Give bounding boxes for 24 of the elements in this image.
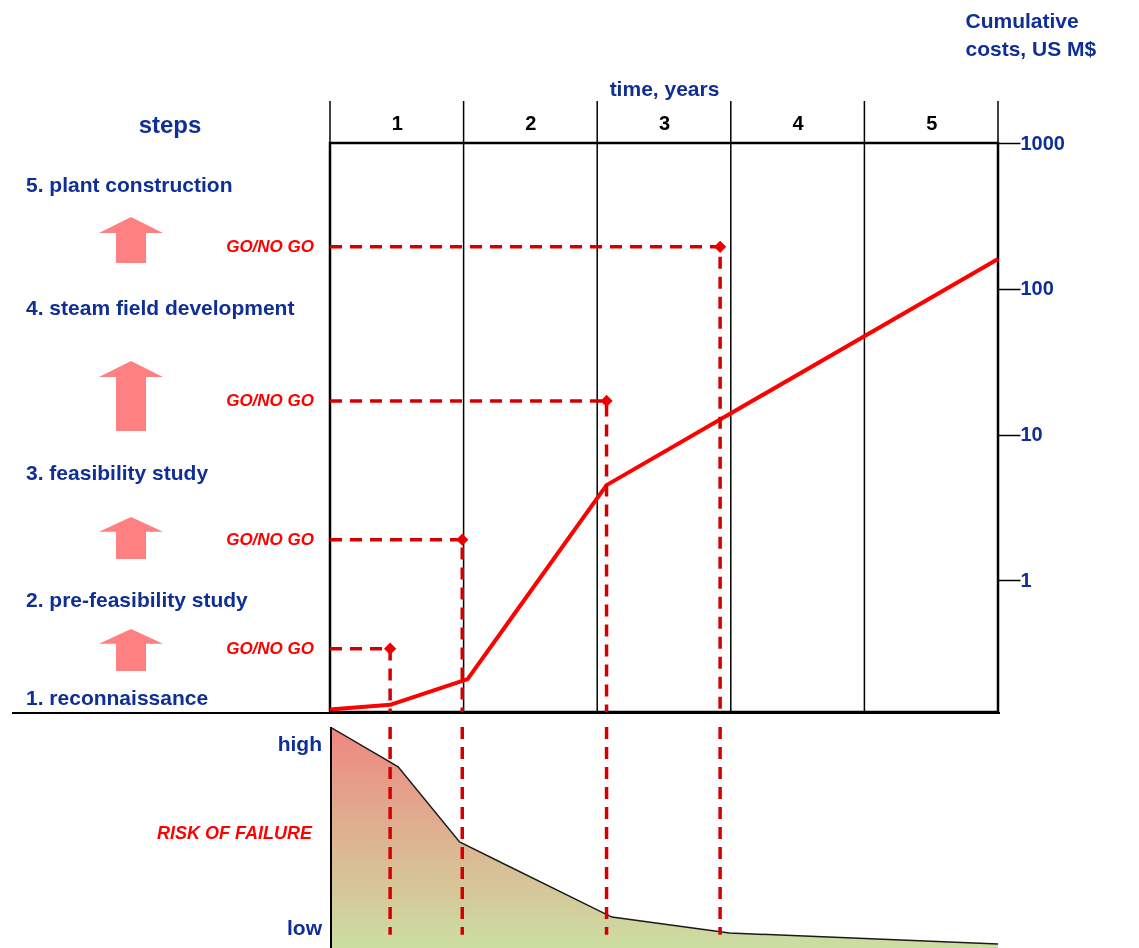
text: high: [277, 732, 322, 756]
text: low: [287, 916, 322, 940]
text: 5. plant construction: [26, 173, 233, 197]
text: steps: [138, 111, 202, 139]
text: GO/NO GO: [226, 529, 314, 549]
y-axis-title: Cumulative costs, US M$: [965, 8, 1097, 60]
y-tick-label: 100: [1020, 277, 1054, 300]
y-tick-label: 10: [1020, 423, 1043, 446]
x-tick-label: 4: [792, 111, 805, 134]
text: GO/NO GO: [226, 638, 314, 658]
text: 4. steam field development: [26, 296, 295, 320]
text: GO/NO GO: [226, 236, 314, 256]
text: 2. pre-feasibility study: [26, 588, 248, 612]
x-tick-label: 1: [391, 111, 403, 134]
x-tick-label: 2: [525, 111, 537, 134]
x-tick-label: 5: [926, 111, 938, 134]
text: 3. feasibility study: [26, 461, 209, 485]
text: 1. reconnaissance: [26, 686, 209, 710]
x-tick-label: 3: [658, 111, 671, 134]
y-tick-label: 1000: [1020, 131, 1065, 154]
x-axis-title: time, years: [609, 76, 720, 100]
text: RISK OF FAILURE: [156, 822, 312, 844]
y-tick-label: 1: [1020, 568, 1032, 591]
text: GO/NO GO: [226, 390, 314, 410]
